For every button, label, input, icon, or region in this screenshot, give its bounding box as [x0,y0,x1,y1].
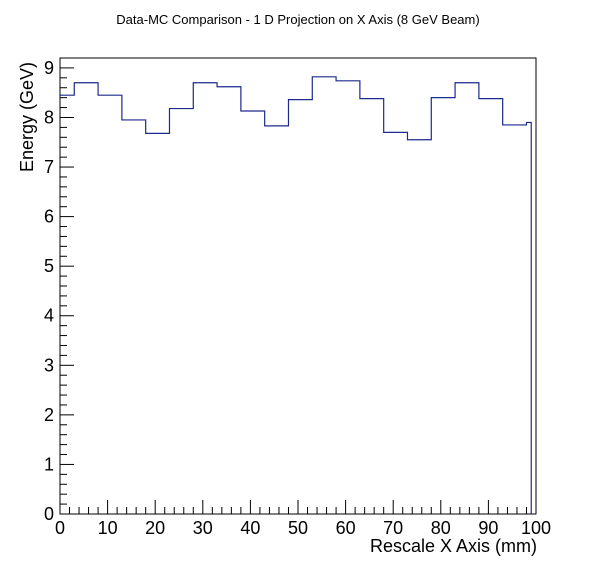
x-tick-label: 100 [521,518,551,538]
y-axis-ticks [60,57,74,515]
x-axis-ticks [59,500,537,514]
y-tick-label: 8 [44,107,54,127]
y-tick-label: 6 [44,207,54,227]
x-axis-tick-labels: 0 10 20 30 40 50 60 70 80 90 100 [55,518,551,538]
x-tick-label: 20 [145,518,165,538]
y-tick-label: 0 [44,504,54,524]
x-tick-label: 30 [193,518,213,538]
chart-title: Data-MC Comparison - 1 D Projection on X… [116,12,479,27]
x-tick-label: 70 [383,518,403,538]
x-tick-label: 80 [431,518,451,538]
x-tick-label: 10 [98,518,118,538]
x-axis-title: Rescale X Axis (mm) [370,536,537,556]
y-tick-label: 1 [44,454,54,474]
x-tick-label: 50 [288,518,308,538]
y-axis-tick-labels: 0 1 2 3 4 5 6 7 8 9 [44,58,54,524]
x-tick-label: 40 [240,518,260,538]
x-tick-label: 0 [55,518,65,538]
x-tick-label: 60 [336,518,356,538]
y-tick-label: 9 [44,58,54,78]
x-tick-label: 90 [478,518,498,538]
y-tick-label: 2 [44,405,54,425]
y-tick-label: 4 [44,306,54,326]
y-tick-label: 3 [44,355,54,375]
y-axis-title: Energy (GeV) [17,62,37,172]
y-tick-label: 7 [44,157,54,177]
y-tick-label: 5 [44,256,54,276]
histogram-step-line [60,76,532,514]
